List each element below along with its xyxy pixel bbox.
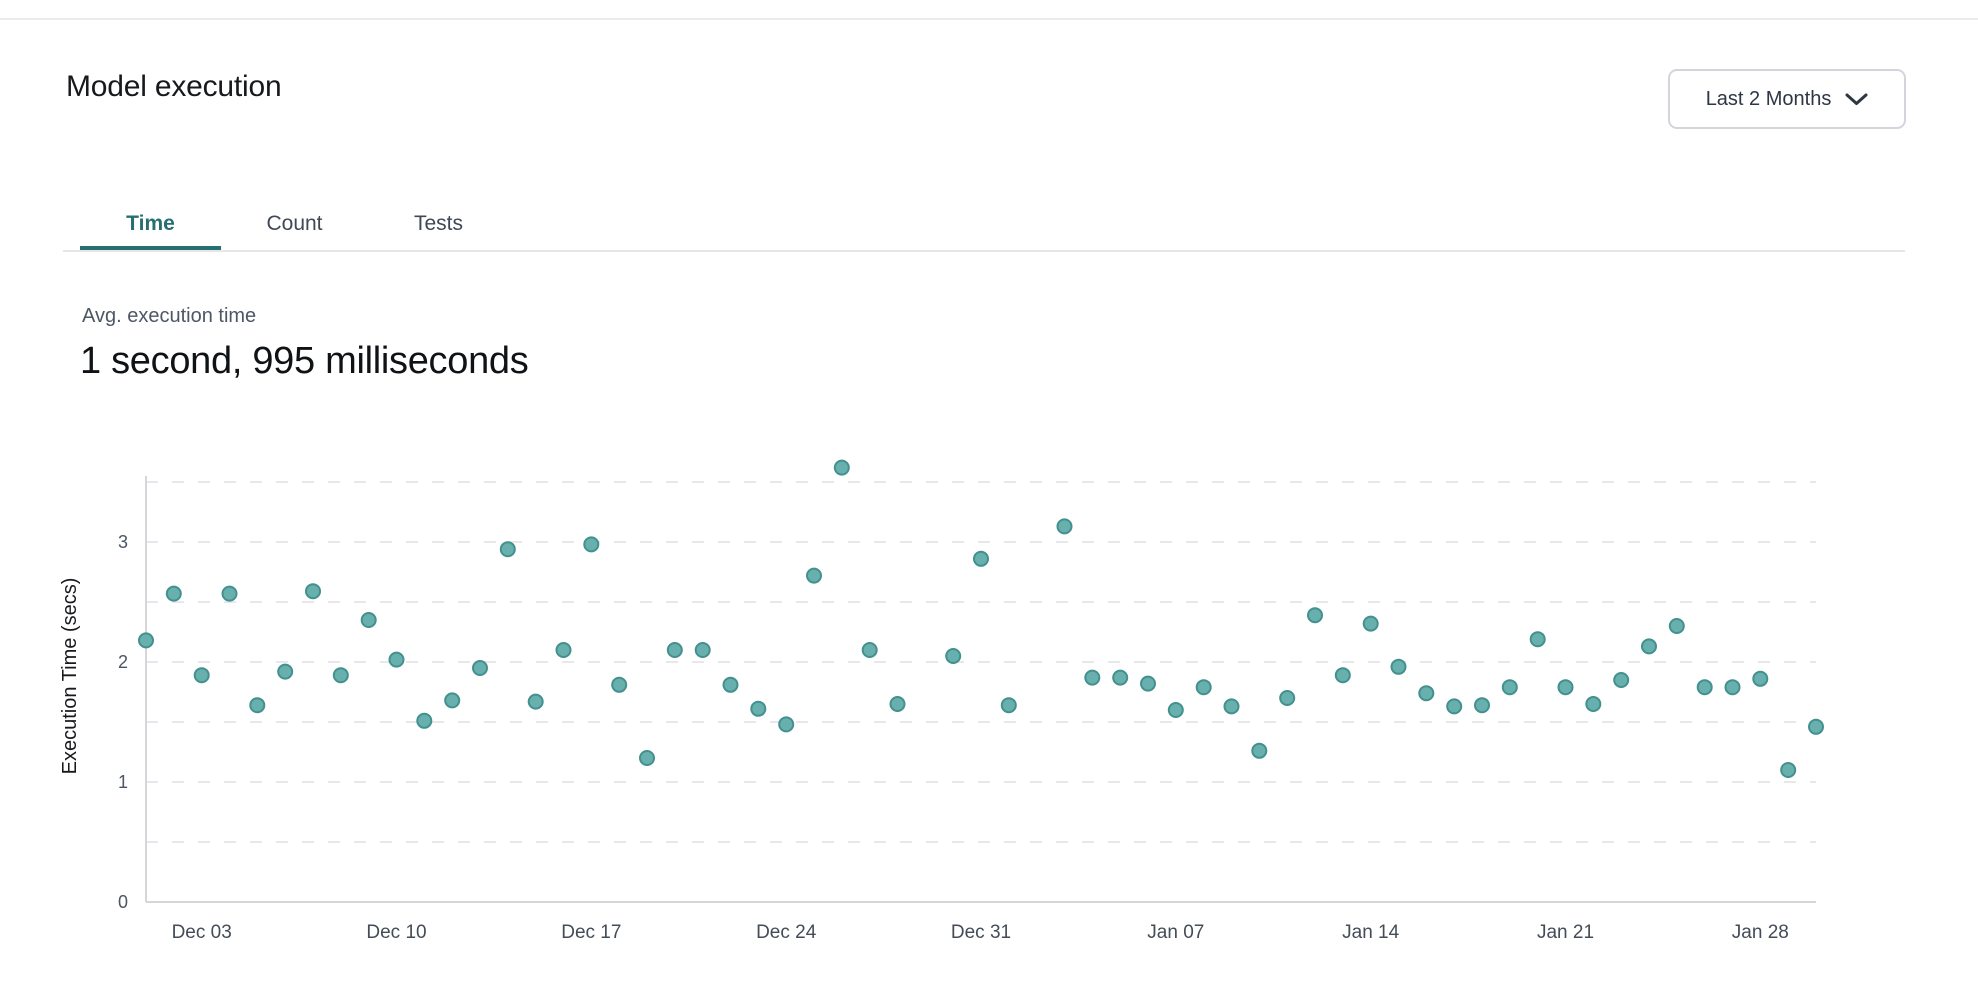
y-tick-label: 0 (118, 892, 128, 912)
data-point[interactable] (165, 585, 182, 602)
data-point[interactable] (1585, 696, 1602, 712)
data-point[interactable] (499, 541, 516, 558)
page-top-border (0, 18, 1978, 20)
data-point[interactable] (360, 612, 377, 628)
data-point[interactable] (1084, 669, 1101, 686)
page-title: Model execution (66, 70, 282, 103)
tab-tests[interactable]: Tests (413, 211, 463, 235)
data-point[interactable] (1724, 679, 1741, 696)
data-point[interactable] (666, 642, 683, 658)
data-point[interactable] (861, 642, 878, 658)
data-point[interactable] (527, 693, 544, 710)
data-point[interactable] (1307, 607, 1323, 624)
data-point[interactable] (221, 585, 238, 602)
metric-label: Avg. execution time (82, 305, 257, 327)
x-tick-label: Dec 03 (172, 922, 232, 943)
data-point[interactable] (193, 667, 210, 684)
tab-bar-divider (63, 250, 1905, 252)
data-point[interactable] (973, 550, 989, 567)
data-point[interactable] (1112, 669, 1129, 686)
data-point[interactable] (611, 676, 628, 693)
data-point[interactable] (639, 750, 655, 766)
data-point[interactable] (778, 716, 795, 733)
data-point[interactable] (1474, 697, 1490, 714)
data-point[interactable] (1696, 679, 1713, 696)
data-point[interactable] (1056, 518, 1073, 535)
data-point[interactable] (1195, 679, 1212, 696)
data-point[interactable] (1780, 762, 1797, 778)
data-point[interactable] (332, 667, 349, 684)
data-point[interactable] (1251, 742, 1268, 759)
data-point[interactable] (694, 642, 711, 658)
data-point[interactable] (249, 697, 266, 714)
data-point[interactable] (138, 632, 154, 649)
x-tick-label: Jan 14 (1342, 922, 1399, 943)
data-point[interactable] (1000, 697, 1017, 714)
data-point[interactable] (889, 696, 906, 712)
data-point[interactable] (1668, 618, 1685, 634)
data-point[interactable] (1223, 698, 1240, 715)
data-point[interactable] (388, 651, 405, 668)
metric-value: 1 second, 995 milliseconds (80, 340, 529, 382)
data-point[interactable] (1529, 631, 1546, 648)
data-point[interactable] (1752, 670, 1769, 687)
data-point[interactable] (1613, 672, 1630, 688)
data-point[interactable] (1362, 615, 1379, 632)
y-tick-label: 3 (118, 532, 128, 552)
data-point[interactable] (416, 712, 433, 729)
time-range-dropdown-label: Last 2 Months (1705, 87, 1832, 110)
data-point[interactable] (1418, 685, 1435, 702)
y-axis-title: Execution Time (secs) (60, 578, 81, 775)
data-point[interactable] (305, 583, 321, 600)
data-point[interactable] (1501, 679, 1518, 696)
data-point[interactable] (1446, 698, 1463, 715)
x-tick-label: Jan 21 (1537, 922, 1594, 943)
data-point[interactable] (1557, 679, 1574, 696)
data-point[interactable] (750, 700, 767, 717)
tab-time[interactable]: Time (80, 196, 221, 251)
y-tick-label: 2 (118, 652, 128, 672)
data-point[interactable] (277, 663, 294, 680)
data-point[interactable] (806, 567, 822, 584)
tab-count[interactable]: Count (266, 211, 323, 235)
data-point[interactable] (1167, 702, 1184, 718)
x-tick-label: Dec 24 (756, 922, 817, 943)
data-point[interactable] (472, 660, 488, 676)
data-point[interactable] (1140, 675, 1156, 692)
chevron-down-icon (1845, 93, 1868, 106)
data-point[interactable] (1334, 667, 1351, 684)
x-tick-label: Dec 31 (951, 922, 1011, 943)
data-point[interactable] (722, 676, 739, 693)
x-tick-label: Jan 07 (1147, 922, 1204, 943)
time-range-dropdown[interactable]: Last 2 Months (1668, 69, 1906, 129)
data-point[interactable] (1390, 658, 1407, 675)
x-tick-label: Dec 10 (366, 922, 426, 943)
data-point[interactable] (583, 536, 600, 553)
scatter-plot: 0 1 2 3 Dec 03 Dec 10 Dec 17 Dec 24 Dec 31 Jan 07… (59, 459, 1824, 943)
x-tick-label: Dec 17 (561, 922, 621, 943)
execution-time-chart: 0 1 2 3 Dec 03 Dec 10 Dec 17 Dec 24 Dec 31 Jan 07… (59, 440, 1860, 960)
y-tick-label: 1 (118, 772, 128, 792)
data-point[interactable] (833, 459, 850, 476)
data-point[interactable] (1808, 718, 1824, 735)
data-point[interactable] (945, 648, 962, 664)
tab-bar: Time Count Tests (80, 196, 509, 251)
x-tick-label: Jan 28 (1732, 922, 1789, 943)
data-point[interactable] (444, 692, 461, 709)
data-point[interactable] (1279, 690, 1296, 706)
data-point[interactable] (555, 642, 572, 658)
data-point[interactable] (1641, 638, 1657, 655)
